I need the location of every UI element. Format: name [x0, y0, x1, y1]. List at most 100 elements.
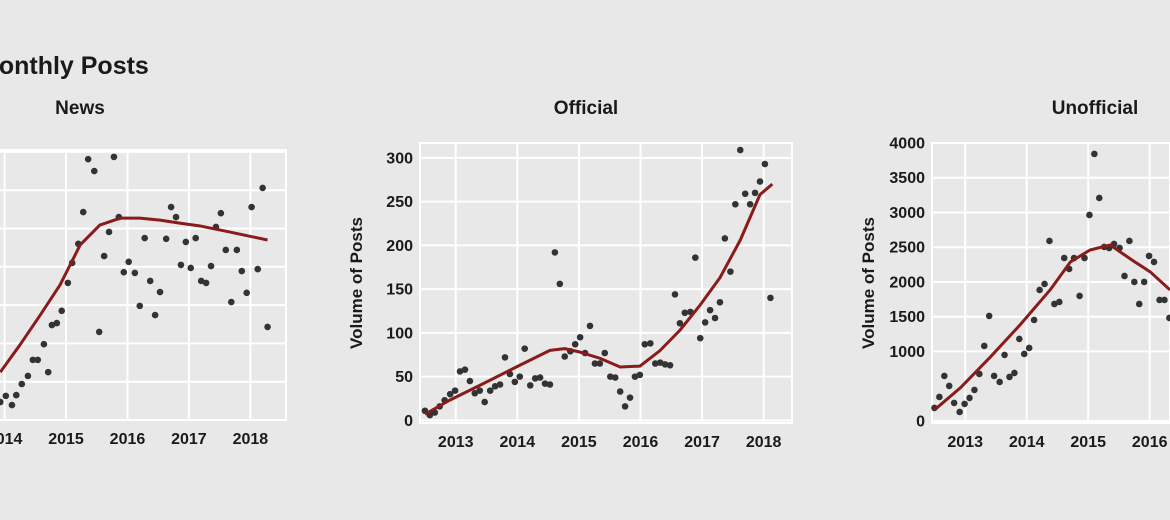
data-point	[990, 372, 998, 380]
data-point	[243, 289, 250, 297]
data-point	[192, 234, 199, 242]
y-tick-label: 300	[386, 150, 413, 167]
data-point	[756, 178, 764, 185]
data-point	[466, 377, 474, 385]
data-point	[596, 360, 604, 367]
data-point	[576, 333, 584, 341]
y-tick-label: 0	[404, 413, 413, 430]
data-point	[131, 269, 139, 277]
data-point	[1126, 237, 1133, 245]
data-point	[536, 374, 544, 381]
data-point	[476, 387, 484, 394]
data-point	[501, 354, 509, 361]
x-tick-label: 2017	[684, 434, 720, 451]
data-point	[671, 291, 679, 298]
data-point	[701, 319, 709, 326]
data-point	[761, 160, 769, 168]
data-point	[1131, 278, 1138, 286]
data-point	[12, 391, 20, 399]
data-point	[1150, 258, 1158, 266]
data-point	[53, 319, 61, 327]
data-point	[1091, 150, 1098, 158]
data-point	[125, 258, 132, 266]
data-point	[1030, 316, 1038, 324]
data-point	[516, 373, 524, 380]
data-point	[259, 184, 266, 192]
data-point	[607, 373, 614, 380]
data-point	[222, 246, 230, 254]
data-point	[732, 200, 739, 208]
data-point	[1081, 254, 1088, 262]
data-point	[228, 298, 235, 306]
data-point	[741, 190, 749, 198]
data-point	[956, 408, 963, 416]
data-point	[44, 368, 52, 376]
data-point	[551, 249, 559, 256]
data-point	[1135, 300, 1143, 308]
data-point	[767, 294, 774, 302]
y-tick-label: 1000	[889, 344, 925, 361]
data-point	[64, 279, 72, 287]
data-point	[34, 356, 42, 364]
data-point	[980, 342, 988, 350]
data-point	[940, 372, 948, 380]
y-tick-label: 150	[386, 282, 413, 299]
x-tick-label: 2017	[171, 431, 207, 448]
data-point	[110, 153, 118, 161]
data-point	[238, 267, 246, 275]
data-point	[616, 388, 624, 395]
data-point	[681, 309, 689, 317]
y-tick-label: 100	[386, 325, 413, 342]
data-point	[746, 200, 754, 208]
x-tick-label: 2015	[561, 434, 597, 451]
data-point	[586, 322, 594, 330]
data-point	[676, 319, 684, 327]
data-point	[621, 403, 629, 410]
data-point	[526, 382, 534, 389]
y-tick-label: 250	[386, 194, 413, 211]
data-point	[105, 228, 113, 236]
trend-line	[424, 182, 774, 416]
data-point	[100, 252, 108, 260]
x-tick-label: 2018	[746, 434, 782, 451]
data-point	[162, 235, 170, 243]
data-point	[136, 302, 144, 310]
data-point	[1036, 286, 1043, 294]
data-point	[217, 209, 225, 217]
data-point	[666, 361, 674, 369]
data-point	[521, 345, 529, 352]
panel-title: Official	[554, 98, 618, 119]
x-tick-label: 2015	[1070, 434, 1106, 451]
data-point	[1025, 344, 1033, 352]
y-tick-label: 3000	[889, 205, 925, 222]
data-point	[961, 400, 968, 408]
y-tick-label: 0	[916, 413, 925, 430]
data-point	[471, 389, 479, 397]
data-point	[90, 167, 98, 175]
data-point	[591, 360, 599, 367]
data-point	[736, 146, 744, 154]
x-tick-label: 2013	[947, 434, 983, 451]
plot-marks	[931, 150, 1170, 416]
x-tick-label: 2013	[438, 434, 474, 451]
data-point	[1041, 280, 1048, 288]
data-point	[461, 366, 469, 373]
data-point	[556, 280, 564, 288]
y-tick-label: 2000	[889, 274, 925, 291]
data-point	[696, 334, 704, 342]
data-point	[264, 323, 271, 331]
data-point	[692, 254, 699, 261]
data-point	[546, 381, 554, 388]
x-tick-label: 2016	[1132, 434, 1168, 451]
data-point	[561, 353, 569, 360]
x-tick-label: 2015	[48, 431, 84, 448]
data-point	[58, 307, 66, 315]
data-point	[496, 381, 504, 388]
chart-title: Monthly Posts	[0, 52, 149, 80]
data-point	[601, 349, 609, 357]
data-point	[79, 208, 87, 216]
y-axis-title: Volume of Posts	[347, 217, 366, 349]
data-point	[202, 279, 210, 287]
data-point	[207, 262, 215, 270]
